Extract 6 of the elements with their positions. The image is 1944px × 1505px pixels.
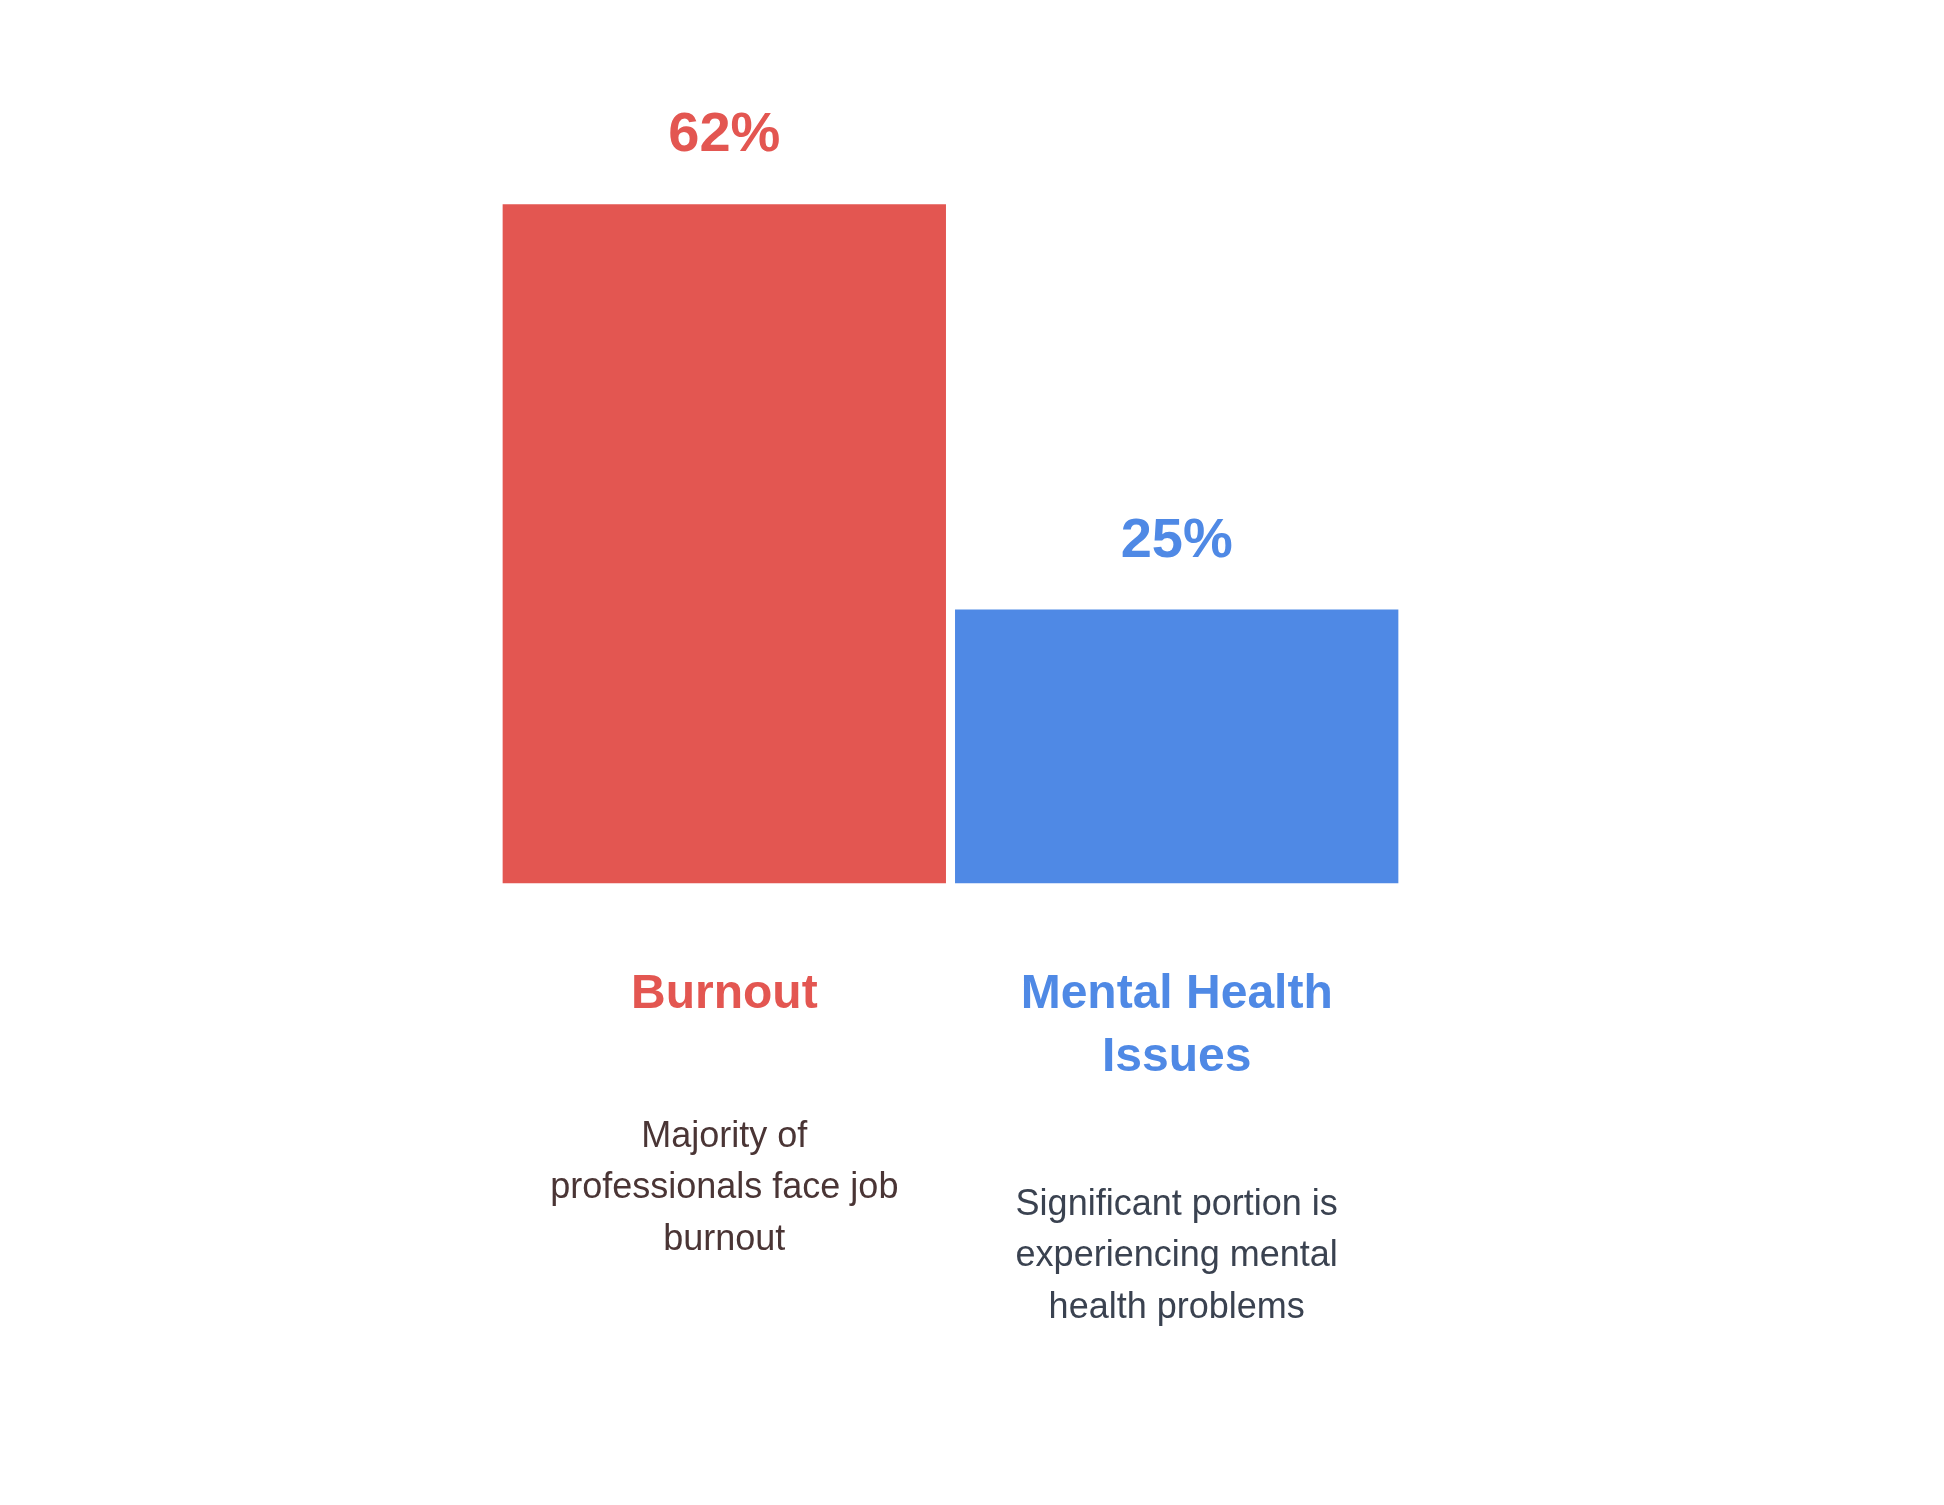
data-label: 25% xyxy=(1120,505,1233,569)
text: Majority of professionals face job burnout xyxy=(550,1114,899,1258)
text: Significant portion is experiencing mental health problems xyxy=(1015,1182,1338,1326)
data-label: 62% xyxy=(668,100,781,164)
x-tick-label: Burnout xyxy=(631,964,818,1018)
x-tick-label: Mental Health Issues xyxy=(1020,964,1333,1082)
